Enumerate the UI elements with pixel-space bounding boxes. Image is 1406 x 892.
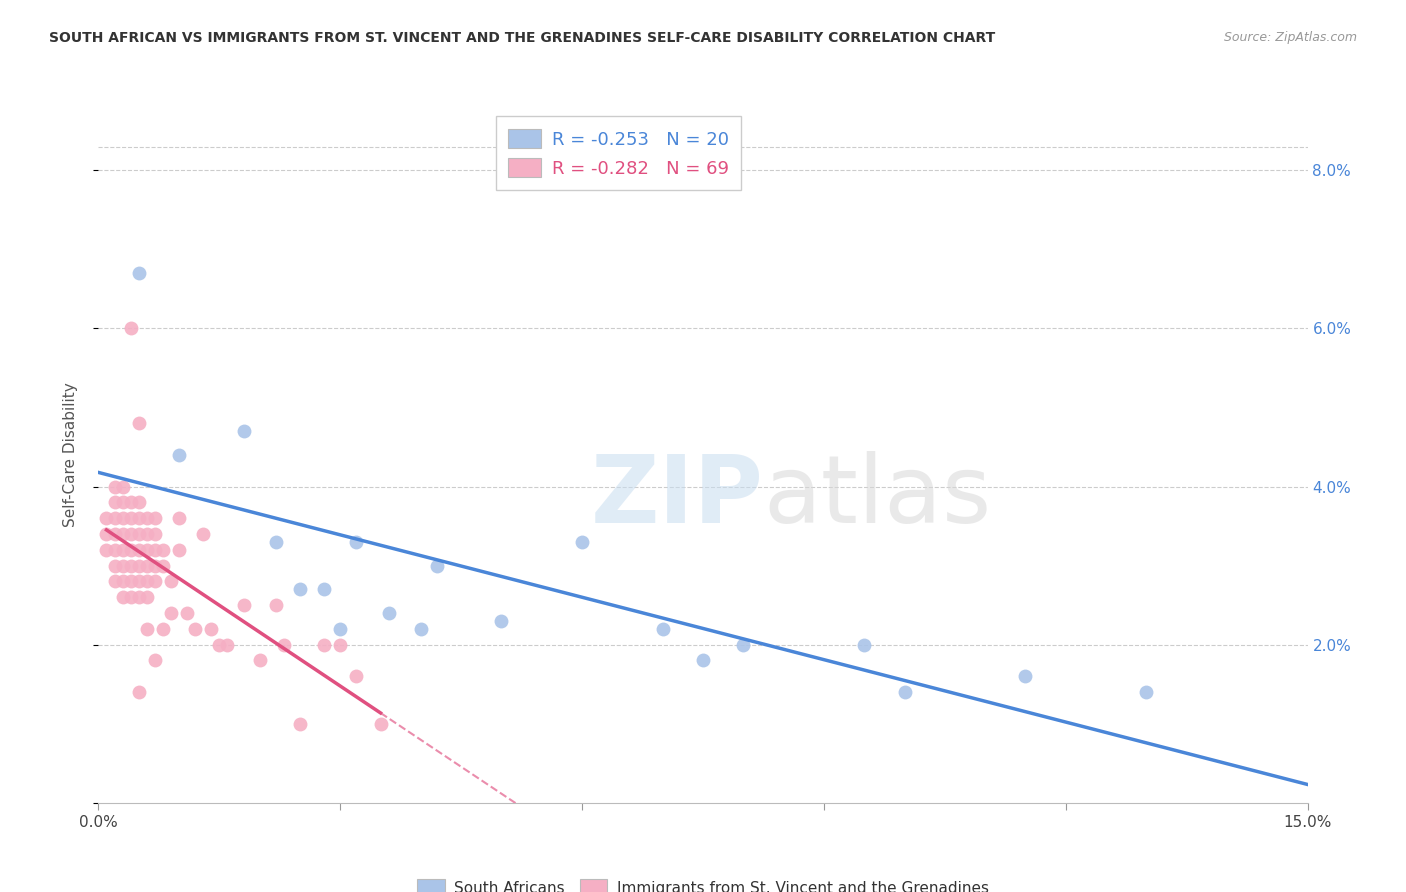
Point [143, 542, 166, 557]
Point [128, 685, 150, 699]
Point [893, 685, 915, 699]
Point [103, 479, 125, 493]
Point [128, 574, 150, 589]
Point [232, 424, 254, 438]
Point [128, 558, 150, 573]
Point [651, 622, 673, 636]
Point [128, 542, 150, 557]
Text: SOUTH AFRICAN VS IMMIGRANTS FROM ST. VINCENT AND THE GRENADINES SELF-CARE DISABI: SOUTH AFRICAN VS IMMIGRANTS FROM ST. VIN… [49, 31, 995, 45]
Point [217, 638, 239, 652]
Point [264, 598, 287, 612]
Point [344, 669, 367, 683]
Point [167, 542, 190, 557]
Point [111, 574, 134, 589]
Point [288, 582, 311, 597]
Point [193, 527, 215, 541]
Text: atlas: atlas [763, 450, 991, 542]
Point [135, 542, 157, 557]
Point [1014, 669, 1036, 683]
Point [135, 591, 157, 605]
Point [111, 558, 134, 573]
Point [1135, 685, 1157, 699]
Point [128, 417, 150, 431]
Point [135, 527, 157, 541]
Point [273, 638, 295, 652]
Point [96, 511, 118, 525]
Point [329, 638, 352, 652]
Point [120, 511, 142, 525]
Point [128, 591, 150, 605]
Point [120, 574, 142, 589]
Point [120, 321, 142, 335]
Point [128, 511, 150, 525]
Point [135, 574, 157, 589]
Y-axis label: Self-Care Disability: Self-Care Disability [63, 383, 77, 527]
Point [120, 542, 142, 557]
Point [152, 622, 174, 636]
Point [143, 511, 166, 525]
Point [143, 558, 166, 573]
Point [167, 448, 190, 462]
Point [200, 622, 222, 636]
Point [426, 558, 449, 573]
Point [152, 542, 174, 557]
Point [184, 622, 207, 636]
Point [96, 542, 118, 557]
Point [160, 606, 183, 620]
Point [103, 542, 125, 557]
Point [103, 527, 125, 541]
Point [111, 591, 134, 605]
Point [120, 558, 142, 573]
Point [409, 622, 432, 636]
Point [111, 511, 134, 525]
Point [167, 511, 190, 525]
Point [853, 638, 876, 652]
Point [111, 542, 134, 557]
Point [135, 622, 157, 636]
Point [370, 716, 392, 731]
Point [152, 558, 174, 573]
Point [314, 582, 336, 597]
Point [288, 716, 311, 731]
Point [120, 527, 142, 541]
Point [733, 638, 755, 652]
Point [491, 614, 513, 628]
Point [103, 511, 125, 525]
Point [128, 495, 150, 509]
Point [377, 606, 399, 620]
Point [344, 534, 367, 549]
Point [103, 495, 125, 509]
Point [571, 534, 593, 549]
Point [249, 653, 271, 667]
Point [232, 598, 254, 612]
Legend: South Africans, Immigrants from St. Vincent and the Grenadines: South Africans, Immigrants from St. Vinc… [412, 873, 994, 892]
Point [692, 653, 714, 667]
Point [120, 591, 142, 605]
Point [103, 558, 125, 573]
Point [264, 534, 287, 549]
Point [176, 606, 198, 620]
Point [111, 479, 134, 493]
Point [143, 574, 166, 589]
Point [128, 266, 150, 280]
Point [143, 527, 166, 541]
Point [111, 527, 134, 541]
Point [160, 574, 183, 589]
Point [143, 653, 166, 667]
Point [314, 638, 336, 652]
Point [128, 527, 150, 541]
Point [103, 574, 125, 589]
Point [96, 527, 118, 541]
Point [135, 558, 157, 573]
Text: ZIP: ZIP [591, 450, 763, 542]
Point [111, 495, 134, 509]
Point [329, 622, 352, 636]
Point [208, 638, 231, 652]
Point [135, 511, 157, 525]
Point [120, 495, 142, 509]
Text: Source: ZipAtlas.com: Source: ZipAtlas.com [1223, 31, 1357, 45]
